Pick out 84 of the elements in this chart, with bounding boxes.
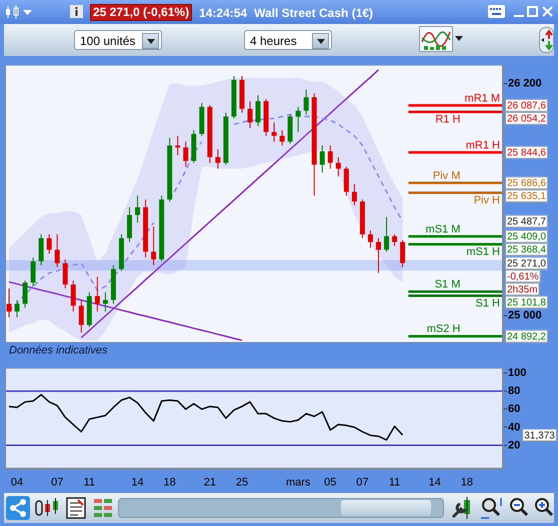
text: 2h35m <box>507 284 538 296</box>
annotation: 25 487,7 <box>507 216 546 228</box>
y-tick-label: 25 000 <box>508 309 542 322</box>
candlestick <box>6 288 12 318</box>
candlestick <box>272 122 277 142</box>
x-tick-label: 11 <box>388 476 400 488</box>
ref-line-label: mS2 H <box>426 323 460 336</box>
x-tick-label: 14 <box>428 476 441 488</box>
x-tick-label: 07 <box>356 476 369 488</box>
x-tick-label: 25 <box>236 476 248 488</box>
candlestick <box>336 156 341 177</box>
candlestick <box>151 226 156 266</box>
text: Données indicatives <box>9 344 108 357</box>
annotation: 24 892,2 <box>507 331 546 342</box>
ref-line-label: mS1 M <box>426 223 460 236</box>
candlestick <box>352 184 357 206</box>
candlestick <box>384 216 390 252</box>
candlestick <box>256 94 261 127</box>
y-tick-label: 26 200 <box>508 78 542 90</box>
candlestick <box>376 238 381 274</box>
candlestick <box>70 280 76 312</box>
candlestick <box>175 135 180 156</box>
annotation: 25 409,0 <box>507 232 546 243</box>
candlestick <box>344 166 349 196</box>
text: 25 635,1 <box>507 191 546 202</box>
candlestick <box>30 256 36 287</box>
x-tick-label: 18 <box>164 476 176 488</box>
y-tick-label: 80 <box>508 385 520 398</box>
annotation: 25 844,6 <box>507 148 546 159</box>
candlestick <box>296 106 301 132</box>
candlestick <box>328 144 333 170</box>
candlestick <box>392 234 398 246</box>
annotation: 25 686,6 <box>507 178 546 190</box>
text: 14:24:54 <box>199 6 248 20</box>
candlestick <box>22 280 28 308</box>
ref-line-label: mR1 M <box>464 92 500 104</box>
candlestick <box>247 100 252 129</box>
text: Wall Street Cash (1€) <box>254 6 374 20</box>
candlestick <box>78 299 84 334</box>
candlestick <box>320 144 325 174</box>
text: 25 101,8 <box>507 297 546 308</box>
annotation: 26 087,6 <box>507 100 546 112</box>
ref-line-label: mS1 H <box>466 246 500 258</box>
x-tick-label: 11 <box>84 476 96 488</box>
text: -0,61% <box>507 271 539 282</box>
ref-line-label: Piv M <box>432 170 460 182</box>
candlestick <box>280 130 285 146</box>
candlestick <box>368 230 373 248</box>
ref-line-label: S1 H <box>476 297 500 310</box>
ref-line-label: Piv H <box>474 194 500 206</box>
text: 25 368,4 <box>507 244 546 256</box>
candlestick <box>14 299 20 318</box>
y-tick-label: 100 <box>508 367 526 380</box>
y-tick-label: 20 <box>508 439 520 452</box>
x-tick-label: 14 <box>131 476 144 488</box>
candlestick <box>183 141 188 168</box>
annotation: 25 271,0 <box>507 258 546 270</box>
candlestick <box>54 234 60 268</box>
text: 100 unités <box>80 34 136 48</box>
ref-line-label: S1 M <box>434 278 460 291</box>
x-tick-label: mars <box>286 476 311 488</box>
candlestick <box>400 240 406 268</box>
y-tick-label: 60 <box>508 403 520 416</box>
candlestick <box>304 89 309 116</box>
ref-line-label: mR1 H <box>466 139 500 152</box>
x-tick-label: 04 <box>10 476 24 488</box>
candlestick <box>215 148 220 170</box>
candlestick <box>38 234 44 266</box>
x-tick-label: 18 <box>460 476 473 488</box>
ref-line-label: R1 H <box>435 113 460 126</box>
candlestick <box>135 195 140 224</box>
text: 26 054,2 <box>507 114 546 125</box>
x-tick-label: 07 <box>51 476 64 488</box>
text: 31,373 <box>524 430 556 442</box>
x-tick-label: 21 <box>204 476 216 488</box>
text: 25 271,0 (-0,61%) <box>90 4 192 21</box>
candlestick <box>62 258 68 289</box>
candlestick <box>94 276 100 312</box>
x-tick-label: 05 <box>324 476 336 488</box>
y-tick-label: 40 <box>508 421 520 434</box>
candlestick <box>46 234 52 254</box>
text: 4 heures <box>250 34 297 48</box>
candlestick <box>102 292 108 312</box>
candlestick <box>127 206 132 243</box>
